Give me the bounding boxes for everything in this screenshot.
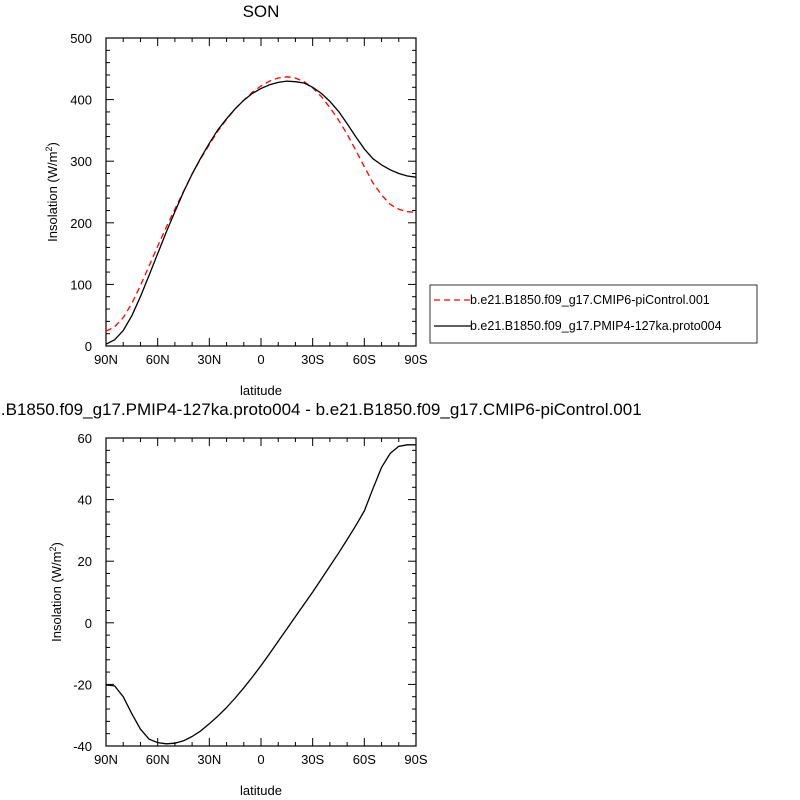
x-tick-label: 30N — [197, 352, 221, 367]
x-tick-label: 60S — [353, 352, 376, 367]
top-chart-plot-frame — [105, 37, 417, 347]
y-tick-label: 100 — [70, 277, 92, 292]
top-chart-y-axis-label-superscript: 2 — [44, 147, 54, 152]
top-chart-legend: b.e21.B1850.f09_g17.CMIP6-piControl.001 … — [429, 284, 758, 344]
y-tick-label: 60 — [78, 431, 92, 446]
top-chart-x-axis-label: latitude — [240, 383, 282, 398]
bottom-chart-ticks-layer: 90N 60N 30N 0 30S 60S 90S -40 -20 0 20 40 60 — [73, 431, 428, 767]
bottom-chart-y-axis-label: Insolation (W/m2) — [48, 542, 64, 642]
x-tick-label: 0 — [257, 352, 264, 367]
y-tick-label: -20 — [73, 677, 92, 692]
top-chart-y-axis-label-main: Insolation (W/m — [45, 152, 60, 242]
bottom-chart-panel: b.e21.B1850.f09_g17.PMIP4-127ka.proto004… — [0, 400, 642, 798]
bottom-chart-y-axis-label-tail: ) — [49, 542, 64, 546]
x-tick-label: 30S — [301, 352, 324, 367]
y-tick-label: 0 — [85, 616, 92, 631]
y-tick-label: 300 — [70, 154, 92, 169]
x-tick-label: 90S — [404, 752, 427, 767]
series-line-0 — [105, 76, 417, 332]
top-chart-y-axis-label-tail: ) — [45, 142, 60, 146]
series-line-0 — [105, 444, 416, 745]
y-tick-label: 200 — [70, 216, 92, 231]
bottom-chart-title: b.e21.B1850.f09_g17.PMIP4-127ka.proto004… — [0, 400, 642, 419]
x-tick-label: 30N — [197, 752, 221, 767]
series-line-1 — [105, 80, 417, 345]
top-chart-series-layer — [105, 76, 417, 345]
x-tick-label: 60S — [353, 752, 376, 767]
x-tick-label: 90N — [94, 352, 118, 367]
y-tick-label: 20 — [78, 554, 92, 569]
y-tick-label: -40 — [73, 739, 92, 754]
bottom-chart-series-layer — [105, 444, 416, 745]
top-chart-title: SON — [243, 2, 280, 21]
legend-box — [429, 284, 758, 344]
x-tick-label: 0 — [257, 752, 264, 767]
top-chart-y-axis-label: Insolation (W/m2) — [44, 142, 60, 242]
bottom-chart-y-axis-label-superscript: 2 — [48, 547, 58, 552]
x-tick-label: 60N — [146, 352, 170, 367]
x-tick-label: 90N — [94, 752, 118, 767]
top-chart-panel: SON 90N 60N 30N 0 30S 60S 90S0100200300400500 … — [44, 2, 758, 398]
bottom-chart-y-axis-label-main: Insolation (W/m — [49, 552, 64, 642]
legend-label-piControl: b.e21.B1850.f09_g17.CMIP6-piControl.001 — [470, 293, 710, 307]
y-tick-label: 40 — [78, 493, 92, 508]
bottom-chart-x-axis-label: latitude — [240, 783, 282, 798]
y-tick-label: 500 — [70, 31, 92, 46]
y-tick-label: 400 — [70, 93, 92, 108]
x-tick-label: 60N — [146, 752, 170, 767]
x-tick-label: 30S — [301, 752, 324, 767]
y-tick-label: 0 — [85, 339, 92, 354]
top-chart-ticks-layer: 90N 60N 30N 0 30S 60S 90S 0 100 200 300 400 500 — [70, 31, 428, 367]
legend-label-127ka: b.e21.B1850.f09_g17.PMIP4-127ka.proto004 — [470, 319, 722, 333]
bottom-chart-plot-frame — [105, 437, 417, 747]
x-tick-label: 90S — [404, 352, 427, 367]
